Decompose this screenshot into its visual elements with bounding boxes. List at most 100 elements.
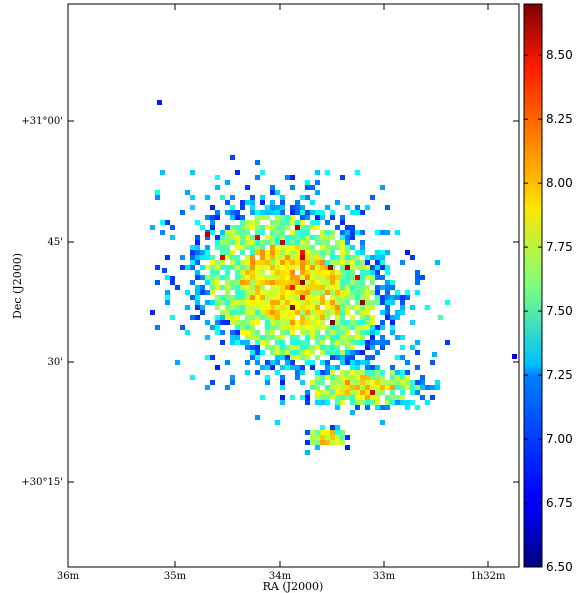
heatmap-cell	[400, 300, 405, 305]
heatmap-cell	[255, 295, 260, 300]
heatmap-cell	[230, 310, 235, 315]
heatmap-cell	[215, 265, 220, 270]
heatmap-cell	[265, 250, 270, 255]
heatmap-cell	[375, 255, 380, 260]
heatmap-cell	[320, 275, 325, 280]
heatmap-cell	[215, 365, 220, 370]
heatmap-cell	[300, 395, 305, 400]
heatmap-cell	[310, 315, 315, 320]
heatmap-cell	[375, 325, 380, 330]
heatmap-cell	[432, 352, 437, 357]
heatmap-cell	[335, 430, 340, 435]
heatmap-cell	[235, 270, 240, 275]
heatmap-cell	[295, 355, 300, 360]
heatmap-cell	[225, 250, 230, 255]
heatmap-cell	[415, 290, 420, 295]
heatmap-cell	[270, 205, 275, 210]
heatmap-cell	[335, 300, 340, 305]
heatmap-cell	[280, 260, 285, 265]
heatmap-cell	[305, 225, 310, 230]
heatmap-cell	[375, 270, 380, 275]
heatmap-cell	[255, 300, 260, 305]
heatmap-cell	[215, 260, 220, 265]
heatmap-cell	[340, 385, 345, 390]
heatmap-cell	[190, 205, 195, 210]
heatmap-cell	[265, 300, 270, 305]
heatmap-cell	[395, 355, 400, 360]
heatmap-cell	[345, 350, 350, 355]
heatmap-cell	[230, 285, 235, 290]
heatmap-cell	[250, 260, 255, 265]
heatmap-cell	[350, 400, 355, 405]
heatmap-cell	[320, 295, 325, 300]
heatmap-cell	[305, 325, 310, 330]
heatmap-cell	[320, 260, 325, 265]
heatmap-cell	[345, 435, 350, 440]
heatmap-cell	[365, 290, 370, 295]
heatmap-cell	[210, 260, 215, 265]
y-axis-label: Dec (J2000)	[11, 253, 24, 319]
heatmap-cell	[210, 275, 215, 280]
heatmap-cell	[355, 360, 360, 365]
heatmap-cell	[425, 305, 430, 310]
heatmap-cell	[285, 220, 290, 225]
heatmap-cell	[305, 285, 310, 290]
heatmap-cell	[330, 385, 335, 390]
heatmap-cell	[220, 255, 225, 260]
heatmap-cell	[260, 340, 265, 345]
heatmap-cell	[375, 395, 380, 400]
heatmap-cell	[380, 375, 385, 380]
heatmap-cell	[170, 225, 175, 230]
heatmap-cell	[335, 425, 340, 430]
heatmap-cell	[265, 225, 270, 230]
heatmap-cell	[240, 285, 245, 290]
heatmap-cell	[335, 305, 340, 310]
heatmap-cell	[385, 300, 390, 305]
heatmap-cell	[325, 230, 330, 235]
heatmap-cell	[235, 240, 240, 245]
heatmap-cell	[225, 235, 230, 240]
heatmap-cell	[395, 400, 400, 405]
heatmap-cell	[265, 345, 270, 350]
heatmap-cell	[275, 255, 280, 260]
heatmap-cell	[250, 270, 255, 275]
heatmap-cell	[220, 320, 225, 325]
heatmap-cell	[260, 240, 265, 245]
heatmap-cell	[235, 235, 240, 240]
heatmap-cell	[300, 210, 305, 215]
heatmap-cell	[365, 325, 370, 330]
heatmap-cell	[320, 210, 325, 215]
heatmap-cell	[365, 310, 370, 315]
heatmap-cell	[160, 170, 165, 175]
heatmap-pixels	[150, 100, 517, 455]
heatmap-cell	[330, 390, 335, 395]
heatmap-cell	[255, 305, 260, 310]
heatmap-cell	[375, 275, 380, 280]
heatmap-cell	[210, 230, 215, 235]
heatmap-cell	[285, 235, 290, 240]
heatmap-cell	[305, 255, 310, 260]
heatmap-cell	[390, 395, 395, 400]
heatmap-cell	[385, 310, 390, 315]
heatmap-cell	[320, 215, 325, 220]
heatmap-cell	[260, 250, 265, 255]
heatmap-cell	[180, 255, 185, 260]
heatmap-cell	[280, 225, 285, 230]
heatmap-cell	[155, 190, 160, 195]
heatmap-cell	[195, 235, 200, 240]
heatmap-cell	[345, 300, 350, 305]
heatmap-cell	[180, 265, 185, 270]
heatmap-cell	[285, 225, 290, 230]
heatmap-cell	[280, 255, 285, 260]
heatmap-cell	[310, 270, 315, 275]
heatmap-cell	[235, 340, 240, 345]
heatmap-cell	[295, 235, 300, 240]
heatmap-cell	[340, 285, 345, 290]
heatmap-cell	[385, 250, 390, 255]
heatmap-cell	[420, 275, 425, 280]
heatmap-cell	[240, 275, 245, 280]
heatmap-cell	[260, 315, 265, 320]
heatmap-cell	[315, 265, 320, 270]
heatmap-cell	[345, 370, 350, 375]
heatmap-cell	[350, 230, 355, 235]
